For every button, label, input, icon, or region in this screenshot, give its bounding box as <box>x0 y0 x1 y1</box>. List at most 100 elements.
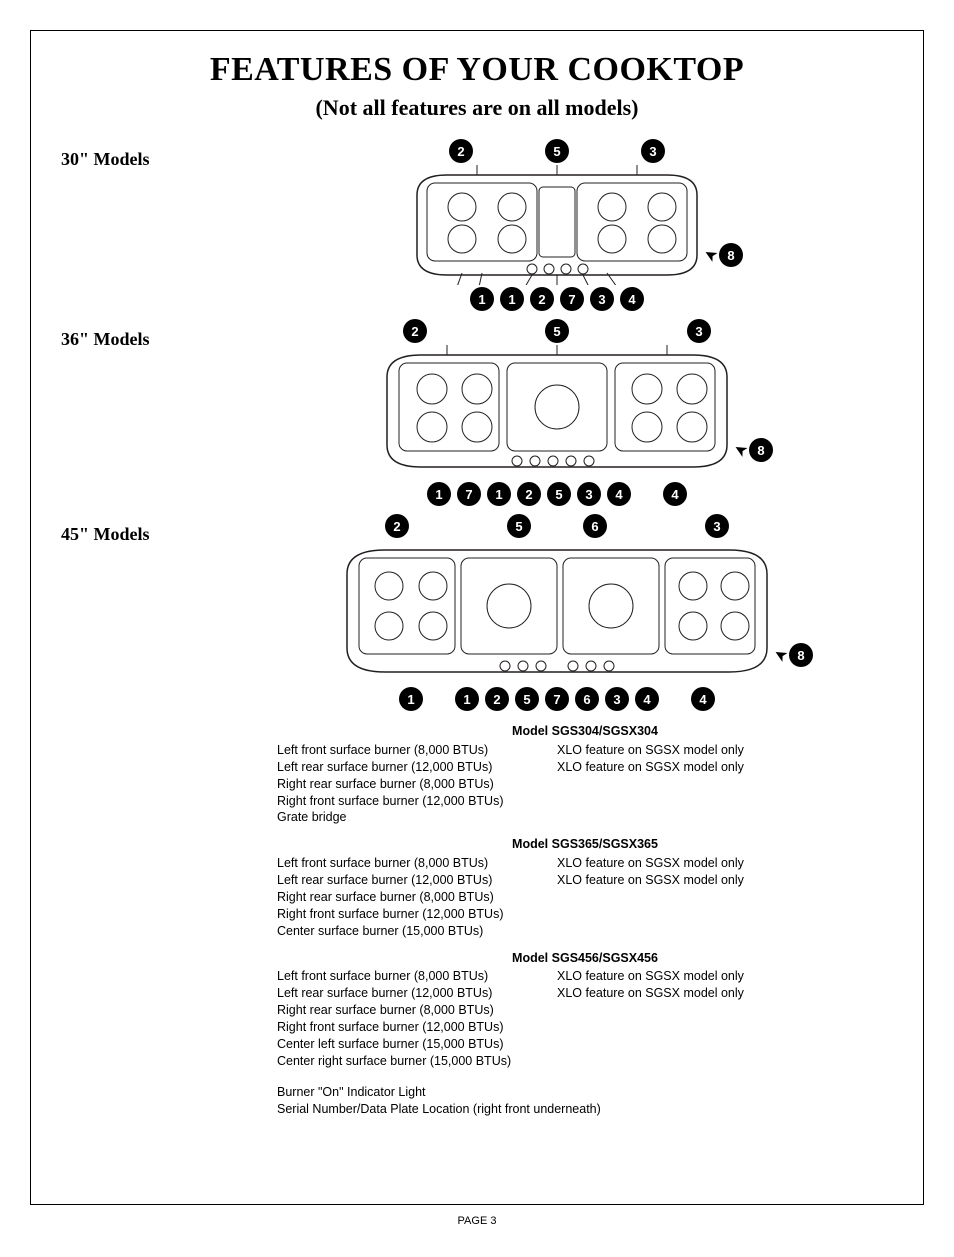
page-title: FEATURES OF YOUR COOKTOP <box>61 51 893 89</box>
spec-left: Left rear surface burner (12,000 BTUs) <box>277 985 557 1002</box>
callout: 2 <box>385 514 409 538</box>
callout: 3 <box>590 287 614 311</box>
callout: 4 <box>620 287 644 311</box>
specs-block: Model SGS304/SGSX304 Left front surface … <box>277 723 893 1117</box>
model-label-36: 36" Models <box>61 319 221 506</box>
spec-right: XLO feature on SGSX model only <box>557 759 893 776</box>
spec-left: Right front surface burner (12,000 BTUs) <box>277 1019 557 1036</box>
callout: 5 <box>547 482 571 506</box>
callout: 2 <box>517 482 541 506</box>
callout: 7 <box>560 287 584 311</box>
callout: 8 <box>719 243 743 267</box>
page-frame: FEATURES OF YOUR COOKTOP (Not all featur… <box>30 30 924 1205</box>
callout: 8 <box>789 643 813 667</box>
spec-heading: Model SGS456/SGSX456 <box>277 950 893 967</box>
side-callout-36: ➤ 8 <box>734 438 773 462</box>
side-callout-45: ➤ 8 <box>774 643 813 667</box>
callouts-top-30: 2 5 3 <box>449 139 665 163</box>
spec-right: XLO feature on SGSX model only <box>557 855 893 872</box>
cooktop-diagram-30 <box>407 165 707 285</box>
callouts-top-45: 2 5 6 3 <box>385 514 729 538</box>
spec-left: Left front surface burner (8,000 BTUs) <box>277 742 557 759</box>
spec-left: Left front surface burner (8,000 BTUs) <box>277 855 557 872</box>
model-label-45: 45" Models <box>61 514 221 711</box>
spec-right <box>557 776 893 793</box>
callout: 6 <box>583 514 607 538</box>
spec-right: XLO feature on SGSX model only <box>557 968 893 985</box>
callout: 2 <box>449 139 473 163</box>
callout: 4 <box>691 687 715 711</box>
callout: 4 <box>663 482 687 506</box>
callouts-top-36: 2 5 3 <box>403 319 711 343</box>
callout: 5 <box>507 514 531 538</box>
callout: 8 <box>749 438 773 462</box>
callout: 1 <box>427 482 451 506</box>
callout: 4 <box>607 482 631 506</box>
callout: 2 <box>485 687 509 711</box>
diagram-wrap-30: ➤ 8 <box>407 165 707 285</box>
diagram-wrap-45: ➤ 8 <box>337 540 777 685</box>
spec-right <box>557 923 893 940</box>
callouts-bot-30: 1 1 2 7 3 4 <box>470 287 644 311</box>
callout: 7 <box>457 482 481 506</box>
cooktop-diagram-45 <box>337 540 777 685</box>
footer-line: Burner "On" Indicator Light <box>277 1084 893 1101</box>
spec-row: Left front surface burner (8,000 BTUs)XL… <box>277 742 893 759</box>
arrow-icon: ➤ <box>699 243 721 267</box>
callout: 2 <box>530 287 554 311</box>
model-row-30: 30" Models 2 5 3 <box>61 139 893 311</box>
spec-row: Center right surface burner (15,000 BTUs… <box>277 1053 893 1070</box>
spec-right <box>557 1019 893 1036</box>
callouts-bot-36: 1 7 1 2 5 3 4 4 <box>427 482 687 506</box>
callout: 2 <box>403 319 427 343</box>
callout: 3 <box>641 139 665 163</box>
spec-row: Center left surface burner (15,000 BTUs) <box>277 1036 893 1053</box>
spec-row: Right front surface burner (12,000 BTUs) <box>277 1019 893 1036</box>
callout: 5 <box>545 319 569 343</box>
spec-row: Left rear surface burner (12,000 BTUs)XL… <box>277 872 893 889</box>
model-row-45: 45" Models 2 5 6 3 <box>61 514 893 711</box>
diagram-wrap-36: ➤ 8 <box>377 345 737 480</box>
callout: 3 <box>705 514 729 538</box>
spec-right <box>557 1002 893 1019</box>
callout: 5 <box>515 687 539 711</box>
callout: 1 <box>470 287 494 311</box>
spec-left: Left rear surface burner (12,000 BTUs) <box>277 872 557 889</box>
spec-left: Right rear surface burner (8,000 BTUs) <box>277 1002 557 1019</box>
spec-left: Center left surface burner (15,000 BTUs) <box>277 1036 557 1053</box>
callout: 7 <box>545 687 569 711</box>
callout: 1 <box>487 482 511 506</box>
spec-row: Left front surface burner (8,000 BTUs)XL… <box>277 855 893 872</box>
spec-right: XLO feature on SGSX model only <box>557 742 893 759</box>
spec-left: Right front surface burner (12,000 BTUs) <box>277 906 557 923</box>
diagram-col-45: 2 5 6 3 <box>221 514 893 711</box>
callout: 1 <box>455 687 479 711</box>
spec-left: Right rear surface burner (8,000 BTUs) <box>277 889 557 906</box>
model-row-36: 36" Models 2 5 3 <box>61 319 893 506</box>
callout: 6 <box>575 687 599 711</box>
spec-right: XLO feature on SGSX model only <box>557 985 893 1002</box>
diagram-col-36: 2 5 3 <box>221 319 893 506</box>
spec-right <box>557 793 893 810</box>
spec-left: Left rear surface burner (12,000 BTUs) <box>277 759 557 776</box>
spec-left: Right rear surface burner (8,000 BTUs) <box>277 776 557 793</box>
spec-row: Left rear surface burner (12,000 BTUs)XL… <box>277 985 893 1002</box>
spec-row: Right rear surface burner (8,000 BTUs) <box>277 889 893 906</box>
spec-left: Grate bridge <box>277 809 557 826</box>
side-callout-30: ➤ 8 <box>704 243 743 267</box>
callout: 5 <box>545 139 569 163</box>
spec-row: Right front surface burner (12,000 BTUs) <box>277 793 893 810</box>
page-subtitle: (Not all features are on all models) <box>61 95 893 121</box>
spec-right <box>557 1053 893 1070</box>
arrow-icon: ➤ <box>729 438 751 462</box>
cooktop-diagram-36 <box>377 345 737 480</box>
spec-right <box>557 906 893 923</box>
callout: 3 <box>687 319 711 343</box>
footer-line: Serial Number/Data Plate Location (right… <box>277 1101 893 1118</box>
spec-right <box>557 1036 893 1053</box>
spec-row: Left rear surface burner (12,000 BTUs)XL… <box>277 759 893 776</box>
callouts-bot-45: 1 1 2 5 7 6 3 4 4 <box>399 687 715 711</box>
callout: 4 <box>635 687 659 711</box>
spec-row: Right front surface burner (12,000 BTUs) <box>277 906 893 923</box>
diagram-col-30: 2 5 3 <box>221 139 893 311</box>
